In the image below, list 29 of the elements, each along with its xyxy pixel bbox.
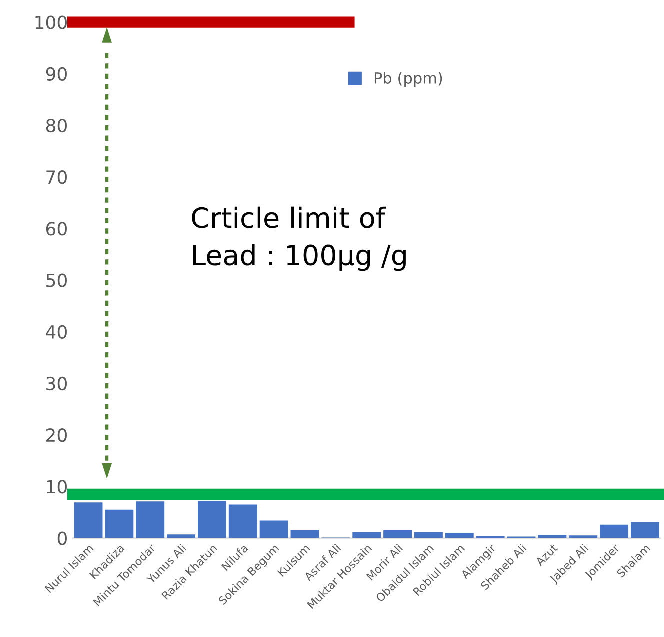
y-tick-label: 50 bbox=[46, 274, 67, 288]
y-tick-label: 40 bbox=[46, 325, 67, 339]
y-tick-label: 10 bbox=[47, 480, 67, 494]
y-tick-label: 100 bbox=[36, 16, 67, 30]
bar bbox=[74, 502, 103, 538]
y-tick-label: 70 bbox=[46, 170, 67, 184]
bar bbox=[290, 530, 320, 538]
y-tick-label: 80 bbox=[46, 118, 67, 133]
y-tick-label: 90 bbox=[46, 67, 67, 82]
y-tick-label: 60 bbox=[46, 222, 67, 236]
bar bbox=[414, 532, 443, 538]
legend-label: Pb (ppm) bbox=[374, 72, 442, 87]
bar bbox=[569, 536, 598, 538]
bar bbox=[260, 520, 288, 538]
bar bbox=[105, 510, 134, 538]
bar bbox=[630, 522, 660, 538]
bar bbox=[167, 534, 196, 538]
bar bbox=[136, 502, 165, 538]
bar bbox=[352, 532, 382, 538]
bar bbox=[538, 535, 567, 538]
y-tick-label: 30 bbox=[46, 376, 67, 391]
bar bbox=[228, 504, 258, 538]
y-tick-label: 20 bbox=[46, 428, 67, 442]
bar bbox=[445, 533, 474, 538]
bar bbox=[198, 501, 226, 538]
bar bbox=[384, 530, 412, 538]
annotation: Crticle limit of Lead : 100µg /g bbox=[192, 206, 406, 272]
y-tick-label: 0 bbox=[58, 532, 67, 546]
bar bbox=[600, 524, 629, 538]
